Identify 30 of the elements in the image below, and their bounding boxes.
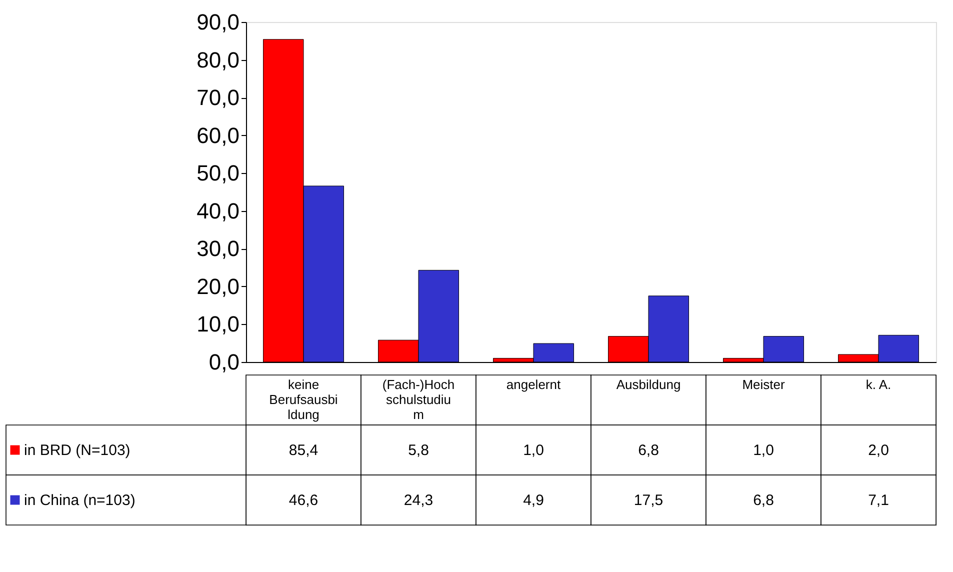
- data-label: 1,0: [753, 442, 774, 459]
- y-tick-label: 60,0: [196, 122, 240, 148]
- data-label: 4,9: [523, 492, 544, 509]
- y-tick-label: 40,0: [196, 198, 240, 224]
- y-tick-label: 0,0: [208, 350, 240, 374]
- data-label: 7,1: [868, 492, 889, 509]
- data-label: 24,3: [404, 492, 434, 509]
- data-label: 46,6: [288, 492, 318, 509]
- x-tick-label: keine Berufsausbildung: [269, 377, 338, 422]
- data-label: 2,0: [868, 442, 889, 459]
- x-tick-label: Meister: [742, 377, 786, 392]
- y-tick-label: 10,0: [196, 312, 240, 337]
- x-tick-label: k. A.: [866, 377, 892, 392]
- y-tick-label: 20,0: [196, 274, 240, 299]
- y-tick-label: 30,0: [196, 236, 240, 262]
- x-tick-label: (Fach-)Hochschulstudium: [382, 377, 455, 422]
- y-tick-label: 90,0: [196, 10, 240, 34]
- data-label: 6,8: [638, 442, 659, 459]
- x-tick-label: angelernt: [506, 377, 561, 392]
- legend-label: in China (n=103): [24, 492, 136, 509]
- y-tick-label: 70,0: [196, 85, 240, 110]
- y-tick-label: 50,0: [196, 160, 240, 186]
- legend-label: in BRD (N=103): [24, 442, 130, 459]
- y-tick-label: 80,0: [196, 47, 240, 72]
- data-label: 17,5: [634, 492, 664, 509]
- data-label: 5,8: [408, 442, 429, 459]
- x-tick-label: Ausbildung: [616, 377, 681, 392]
- data-label: 1,0: [523, 442, 544, 459]
- data-label: 85,4: [288, 442, 318, 459]
- data-label: 6,8: [753, 492, 774, 509]
